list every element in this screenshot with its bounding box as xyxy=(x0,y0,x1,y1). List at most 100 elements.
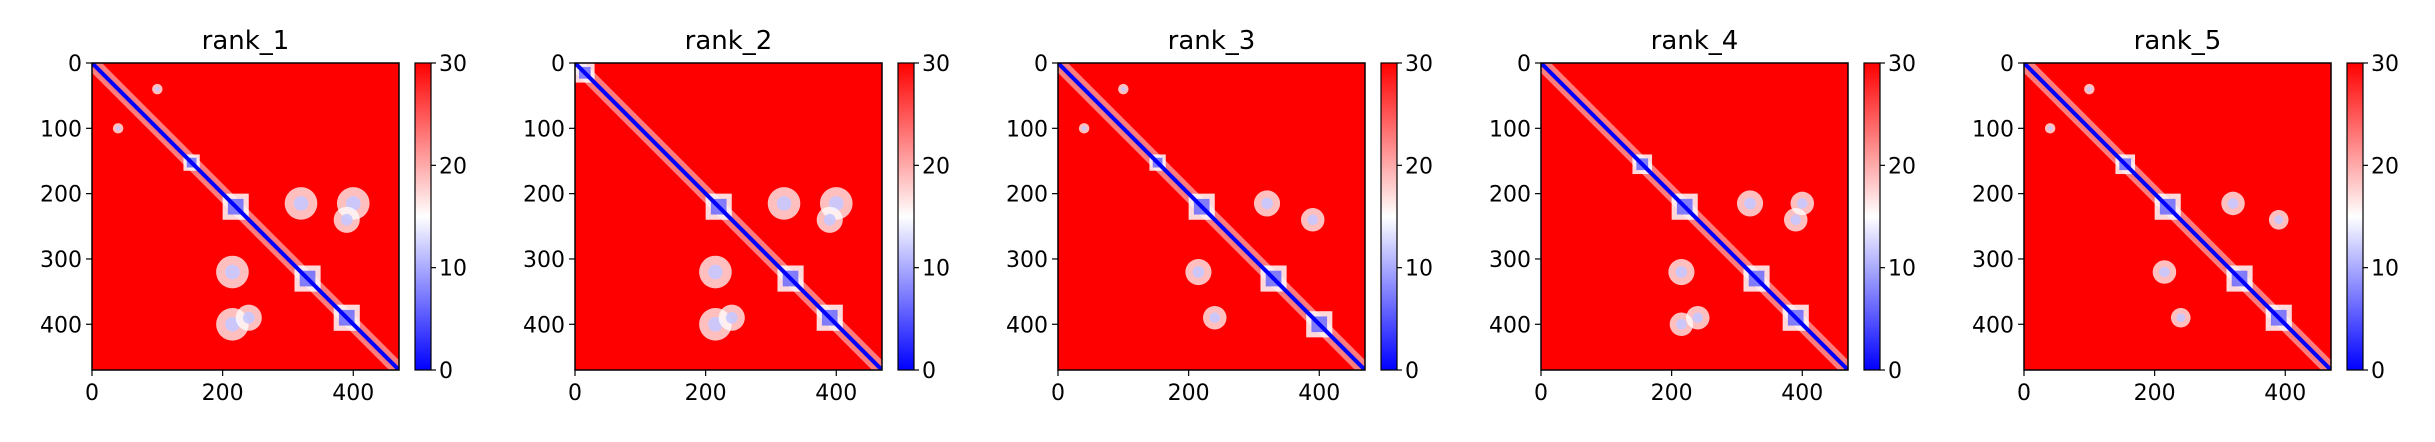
heatmap-cells xyxy=(92,63,399,370)
y-tick-label: 300 xyxy=(523,248,565,273)
y-tick-label: 200 xyxy=(40,183,82,208)
x-tick-label: 0 xyxy=(85,381,99,406)
colorbar-tick-label: 0 xyxy=(922,359,936,384)
y-tick-label: 0 xyxy=(2000,52,2014,77)
y-tick-label: 0 xyxy=(1034,52,1048,77)
contact-blob-core xyxy=(225,264,240,280)
contact-blob-core xyxy=(1261,197,1273,210)
chart-title: rank_4 xyxy=(1651,26,1739,56)
x-tick-label: 0 xyxy=(2017,381,2031,406)
diagonal-line xyxy=(1058,63,1365,370)
diagonal-line xyxy=(1541,63,1848,370)
x-tick-label: 0 xyxy=(1051,381,1065,406)
diagonal-line xyxy=(2024,63,2331,370)
heatmap-cells xyxy=(575,63,882,370)
chart-title: rank_3 xyxy=(1168,26,1256,56)
contact-blob-core xyxy=(2086,86,2092,92)
axes-frame xyxy=(1057,62,1366,371)
contact-blob-core xyxy=(1692,312,1704,324)
heatmap-panel-5: rank_5 0 200 400 0 100 200 300 400 0 10 20 30 xyxy=(1972,26,2399,406)
contact-blob-core xyxy=(2159,266,2170,278)
axes-frame xyxy=(574,62,883,371)
y-tick-label: 300 xyxy=(40,248,82,273)
contact-blob-core xyxy=(242,311,255,324)
contact-blob-core xyxy=(2176,313,2186,323)
y-tick-label: 300 xyxy=(1489,248,1531,273)
x-tick-label: 0 xyxy=(568,381,582,406)
colorbar xyxy=(1380,62,1398,371)
contact-blob-core xyxy=(1676,318,1687,330)
y-tick-label: 400 xyxy=(1006,313,1048,338)
y-tick-label: 100 xyxy=(1489,117,1531,142)
y-tick-label: 400 xyxy=(1972,313,2014,338)
contact-blob-core xyxy=(2047,125,2053,131)
y-tick-label: 0 xyxy=(1517,52,1531,77)
colorbar-tick-label: 10 xyxy=(1888,257,1916,282)
x-tick-label: 400 xyxy=(1781,381,1823,406)
chart-title: rank_2 xyxy=(685,26,773,56)
contact-blob-core xyxy=(1744,197,1756,210)
axes-frame xyxy=(2023,62,2332,371)
heatmap-cells xyxy=(2024,63,2331,370)
y-tick-label: 400 xyxy=(523,313,565,338)
axes-frame xyxy=(1540,62,1849,371)
y-tick-label: 200 xyxy=(1972,183,2014,208)
colorbar-tick-label: 20 xyxy=(1888,154,1916,179)
colorbar-tick-label: 10 xyxy=(922,257,950,282)
y-tick-label: 100 xyxy=(1972,117,2014,142)
contact-blob-core xyxy=(823,213,836,226)
y-tick-label: 100 xyxy=(1006,117,1048,142)
diagonal-line xyxy=(575,63,882,370)
contact-blob-core xyxy=(2227,198,2239,209)
heatmap-panel-2: rank_2 0 200 400 0 100 200 300 400 0 10 20 30 xyxy=(523,26,950,406)
x-tick-label: 200 xyxy=(1168,381,1210,406)
contact-blob-core xyxy=(1081,125,1087,131)
colorbar-tick-label: 0 xyxy=(439,359,453,384)
heatmap-panel-3: rank_3 0 200 400 0 100 200 300 400 0 10 20 30 xyxy=(1006,26,1433,406)
diagonal-line xyxy=(92,63,399,370)
colorbar-tick-label: 30 xyxy=(1405,52,1433,77)
colorbar-tick-label: 30 xyxy=(439,52,467,77)
x-tick-label: 400 xyxy=(815,381,857,406)
colorbar-tick-label: 30 xyxy=(1888,52,1916,77)
y-tick-label: 300 xyxy=(1972,248,2014,273)
axes-frame xyxy=(91,62,400,371)
heatmap-panel-1: rank_1 0 200 400 0 100 200 300 400 0 10 20 30 xyxy=(40,26,467,406)
x-tick-label: 200 xyxy=(685,381,727,406)
y-tick-label: 100 xyxy=(523,117,565,142)
y-tick-label: 400 xyxy=(40,313,82,338)
x-tick-label: 0 xyxy=(1534,381,1548,406)
x-tick-label: 400 xyxy=(1298,381,1340,406)
y-tick-label: 300 xyxy=(1006,248,1048,273)
y-tick-label: 200 xyxy=(1006,183,1048,208)
heatmap-cells xyxy=(1541,63,1848,370)
contact-blob-core xyxy=(1675,266,1688,278)
colorbar-tick-label: 10 xyxy=(1405,257,1433,282)
x-tick-label: 200 xyxy=(2134,381,2176,406)
contact-blob-core xyxy=(776,196,792,211)
colorbar-tick-label: 20 xyxy=(922,154,950,179)
colorbar xyxy=(414,62,432,371)
heatmap-cells xyxy=(1058,63,1365,370)
heatmap-panel-4: rank_4 0 200 400 0 100 200 300 400 0 10 20 30 xyxy=(1489,26,1916,406)
chart-title: rank_5 xyxy=(2134,26,2222,56)
contact-blob-core xyxy=(1120,86,1126,92)
colorbar-tick-label: 20 xyxy=(2371,154,2399,179)
colorbar-tick-label: 0 xyxy=(1405,359,1419,384)
colorbar xyxy=(2346,62,2364,371)
colorbar xyxy=(897,62,915,371)
x-tick-label: 400 xyxy=(2264,381,2306,406)
colorbar-tick-label: 10 xyxy=(439,257,467,282)
contact-blob-core xyxy=(115,125,121,131)
colorbar-tick-label: 30 xyxy=(2371,52,2399,77)
contact-blob-core xyxy=(708,264,723,280)
contact-blob-core xyxy=(1192,266,1205,278)
contact-blob-core xyxy=(1790,214,1802,226)
y-tick-label: 200 xyxy=(523,183,565,208)
y-tick-label: 100 xyxy=(40,117,82,142)
colorbar-tick-label: 0 xyxy=(1888,359,1902,384)
contact-blob-core xyxy=(1209,312,1221,324)
x-tick-label: 200 xyxy=(1651,381,1693,406)
contact-blob-core xyxy=(725,311,738,324)
